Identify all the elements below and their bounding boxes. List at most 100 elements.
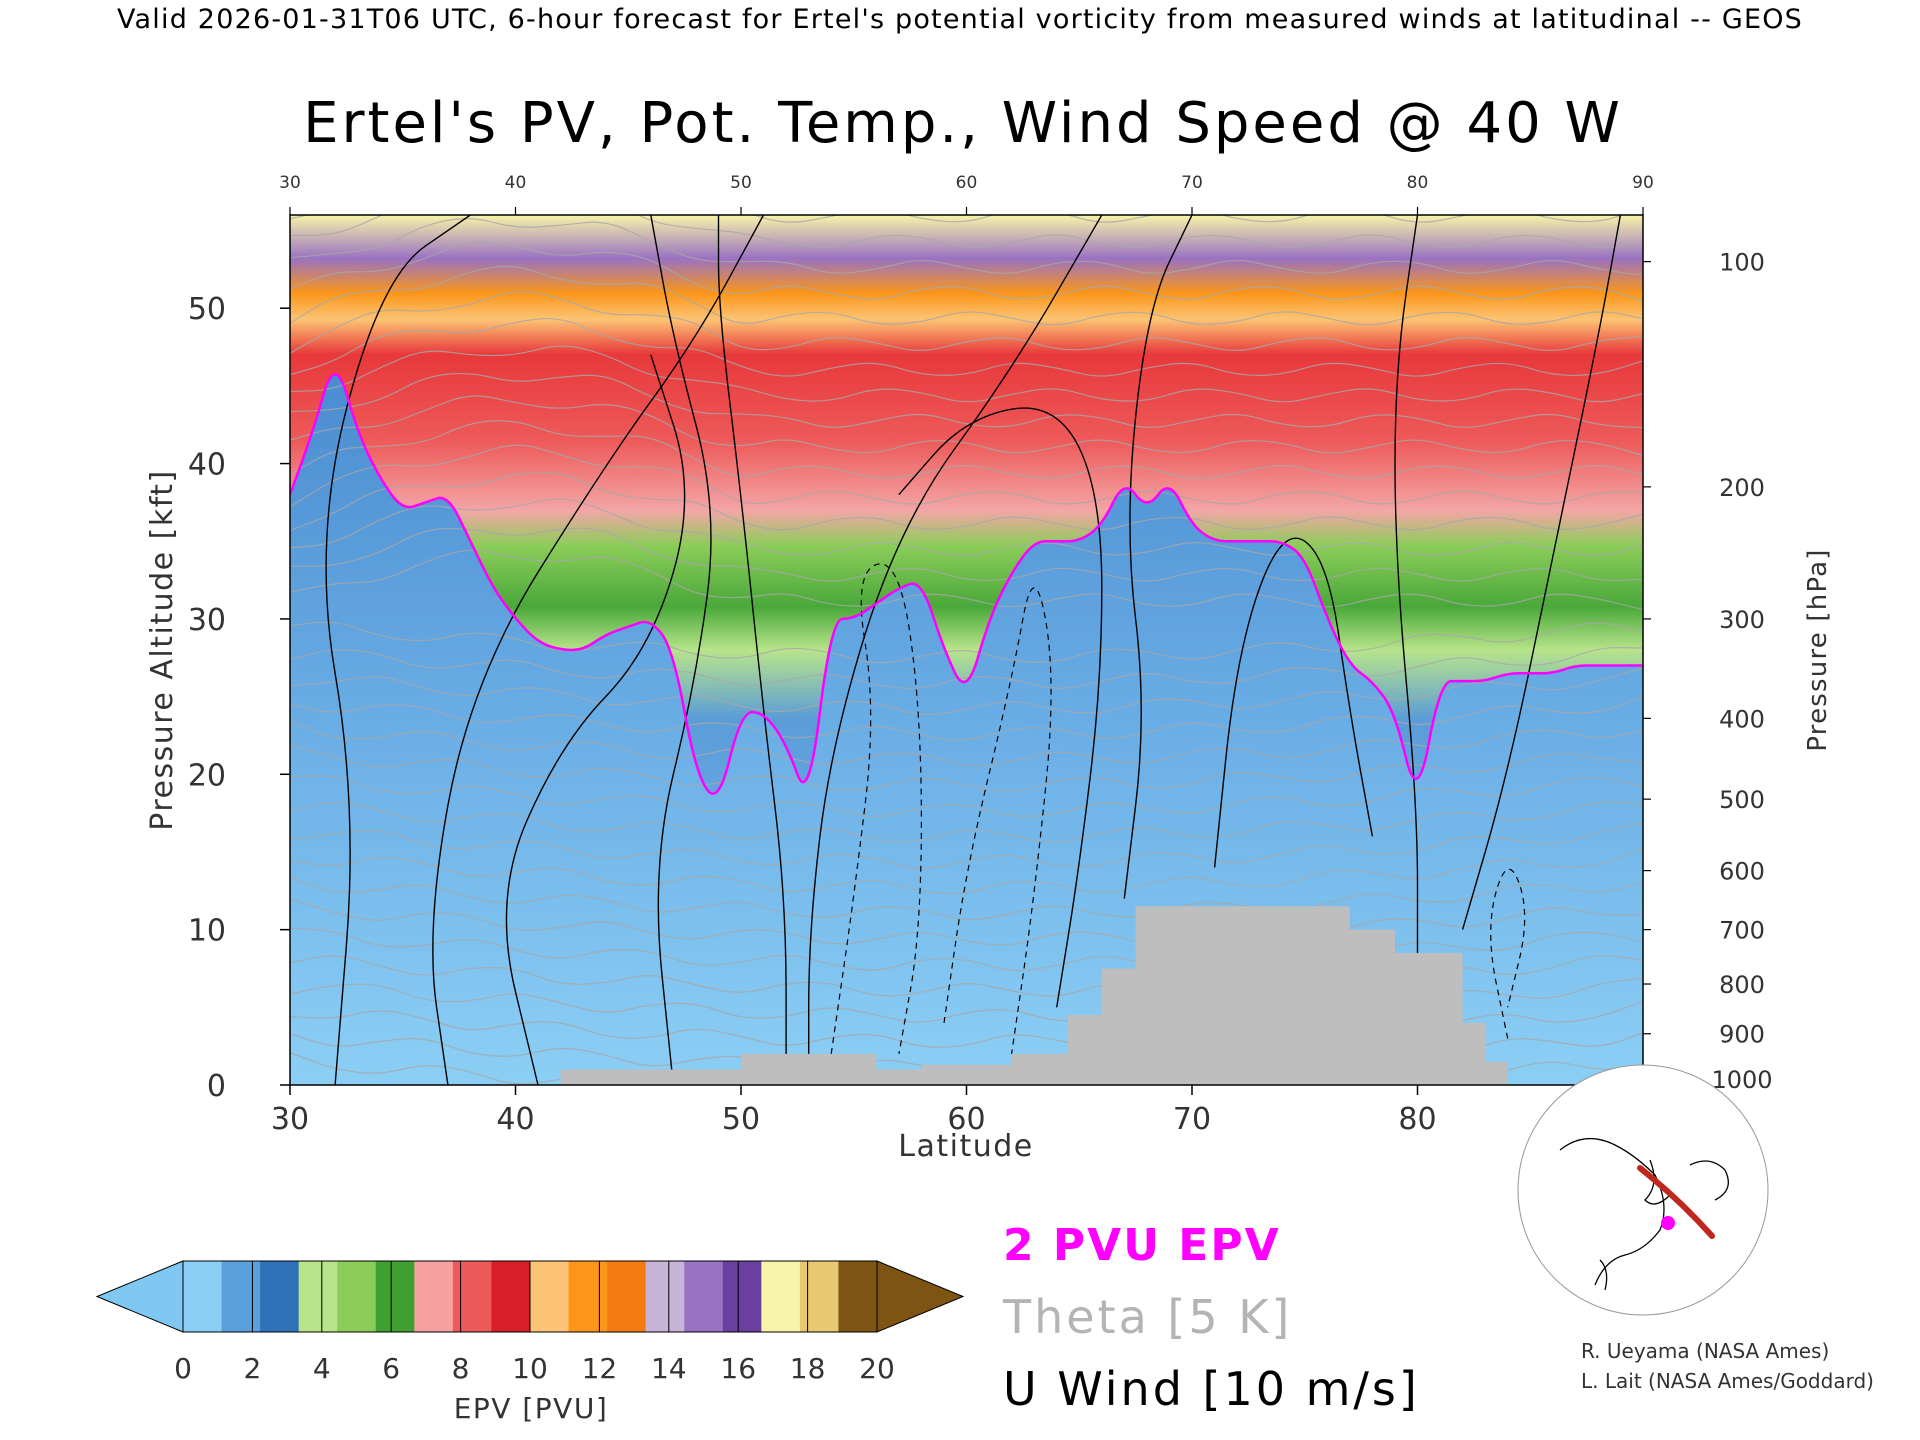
pressure-tick-label: 1000 bbox=[1711, 1066, 1772, 1094]
colorbar: 0 2 4 6 8 10 12 14 16 18 20 bbox=[95, 1260, 965, 1385]
colorbar-swatch bbox=[799, 1261, 839, 1332]
x-top-tick-label: 70 bbox=[1181, 173, 1203, 193]
theta-line bbox=[290, 646, 1643, 689]
pressure-tick-label: 900 bbox=[1719, 1021, 1765, 1049]
pressure-tick-label: 700 bbox=[1719, 917, 1765, 945]
theta-line bbox=[290, 549, 1643, 611]
theta-line bbox=[290, 291, 1643, 354]
theta-line bbox=[290, 876, 1643, 921]
u-wind-line bbox=[898, 407, 1103, 1008]
x-top-tick-label: 60 bbox=[956, 173, 978, 193]
colorbar-swatch bbox=[684, 1261, 724, 1332]
pressure-axis-label: Pressure [hPa] bbox=[1803, 548, 1833, 751]
colorbar-label: EPV [PVU] bbox=[454, 1392, 609, 1425]
inset-section-line bbox=[1637, 1165, 1715, 1239]
theta-line bbox=[290, 744, 1643, 792]
colorbar-swatch bbox=[375, 1261, 415, 1332]
theta-line bbox=[290, 848, 1643, 895]
colorbar-tick-label: 10 bbox=[512, 1352, 548, 1385]
x-top-tick-label: 40 bbox=[505, 173, 527, 193]
colorbar-tick-label: 18 bbox=[790, 1352, 826, 1385]
pressure-tick-label: 100 bbox=[1719, 249, 1765, 277]
colorbar-tick-label: 20 bbox=[859, 1352, 895, 1385]
colorbar-swatch bbox=[568, 1261, 608, 1332]
theta-line bbox=[290, 667, 1643, 716]
x-top-tick-label: 30 bbox=[279, 173, 301, 193]
theta-line bbox=[290, 218, 1643, 276]
colorbar-tick-label: 16 bbox=[720, 1352, 756, 1385]
theta-line bbox=[290, 801, 1643, 843]
credit-line-2: L. Lait (NASA Ames/Goddard) bbox=[1581, 1369, 1874, 1393]
theta-line bbox=[290, 471, 1643, 532]
theta-line bbox=[290, 898, 1643, 946]
x-axis-label: Latitude bbox=[898, 1129, 1033, 1164]
u-wind-easterly-line bbox=[1490, 868, 1526, 1039]
theta-line bbox=[290, 215, 1643, 249]
u-wind-line bbox=[1461, 215, 1622, 930]
plot-area bbox=[290, 215, 1643, 1085]
colorbar-swatch bbox=[838, 1261, 878, 1332]
u-wind-line bbox=[1123, 215, 1193, 899]
colorbar-under-arrow bbox=[95, 1260, 184, 1333]
x-top-tick-label: 90 bbox=[1632, 173, 1654, 193]
theta-line bbox=[290, 318, 1643, 377]
theta-line bbox=[290, 215, 1625, 223]
colorbar-swatch bbox=[722, 1261, 762, 1332]
x-tick-label: 50 bbox=[722, 1102, 760, 1137]
inset-coastlines bbox=[1559, 1138, 1729, 1291]
colorbar-tick-label: 6 bbox=[382, 1352, 400, 1385]
pressure-tick-label: 300 bbox=[1719, 606, 1765, 634]
theta-line bbox=[290, 372, 1643, 429]
colorbar-swatch bbox=[260, 1261, 300, 1332]
colorbar-swatch bbox=[530, 1261, 570, 1332]
legend-pv2: 2 PVU EPV bbox=[1003, 1220, 1281, 1271]
x-tick-label: 40 bbox=[496, 1102, 534, 1137]
colorbar-swatch bbox=[183, 1261, 223, 1332]
x-tick-label: 60 bbox=[947, 1102, 985, 1137]
y-tick-label: 50 bbox=[188, 292, 226, 327]
u-wind-easterly-line bbox=[943, 587, 1052, 1054]
y-tick-label: 30 bbox=[188, 603, 226, 638]
u-wind-contours bbox=[325, 215, 1622, 1085]
x-tick-label: 80 bbox=[1398, 1102, 1436, 1137]
legend-theta: Theta [5 K] bbox=[1002, 1290, 1292, 1344]
inset-map bbox=[1517, 1064, 1769, 1316]
pressure-tick-label: 400 bbox=[1719, 705, 1765, 733]
theta-line bbox=[290, 621, 1643, 664]
colorbar-swatch bbox=[452, 1261, 492, 1332]
pressure-tick-label: 200 bbox=[1719, 474, 1765, 502]
theta-line bbox=[290, 345, 1643, 403]
y-tick-label: 20 bbox=[188, 758, 226, 793]
credit-line-1: R. Ueyama (NASA Ames) bbox=[1581, 1339, 1829, 1363]
theta-line bbox=[290, 775, 1643, 818]
colorbar-tick-label: 12 bbox=[582, 1352, 618, 1385]
u-wind-line bbox=[432, 215, 765, 1085]
theta-line bbox=[290, 498, 1643, 556]
pressure-tick-label: 500 bbox=[1719, 786, 1765, 814]
y-tick-label: 0 bbox=[207, 1069, 226, 1104]
u-wind-line bbox=[505, 354, 686, 1085]
colorbar-tick-label: 2 bbox=[243, 1352, 261, 1385]
theta-line bbox=[290, 720, 1643, 767]
chart-title: Ertel's PV, Pot. Temp., Wind Speed @ 40 … bbox=[303, 91, 1623, 156]
colorbar-swatch bbox=[221, 1261, 261, 1332]
colorbar-swatch bbox=[337, 1261, 377, 1332]
x-tick-label: 70 bbox=[1173, 1102, 1211, 1137]
u-wind-line bbox=[650, 215, 712, 1085]
colorbar-tick-label: 0 bbox=[174, 1352, 192, 1385]
colorbar-tick-label: 14 bbox=[651, 1352, 687, 1385]
colorbar-swatch bbox=[491, 1261, 531, 1332]
theta-line bbox=[290, 527, 1643, 582]
theta-line bbox=[290, 265, 1643, 326]
header-text: Valid 2026-01-31T06 UTC, 6-hour forecast… bbox=[117, 4, 1803, 35]
pressure-tick-label: 600 bbox=[1719, 858, 1765, 886]
axes: 30 30 40 40 50 50 60 60 70 70 80 80 90 900 10 20 30 40 50 1… bbox=[188, 173, 1773, 1137]
colorbar-swatch bbox=[645, 1261, 685, 1332]
theta-line bbox=[290, 822, 1643, 869]
legend-u-wind: U Wind [10 m/s] bbox=[1003, 1362, 1420, 1416]
inset-location-dot bbox=[1661, 1216, 1675, 1230]
colorbar-tick-label: 8 bbox=[452, 1352, 470, 1385]
colorbar-over-arrow bbox=[876, 1260, 965, 1333]
u-wind-line bbox=[325, 215, 471, 1085]
theta-line bbox=[290, 927, 1643, 972]
